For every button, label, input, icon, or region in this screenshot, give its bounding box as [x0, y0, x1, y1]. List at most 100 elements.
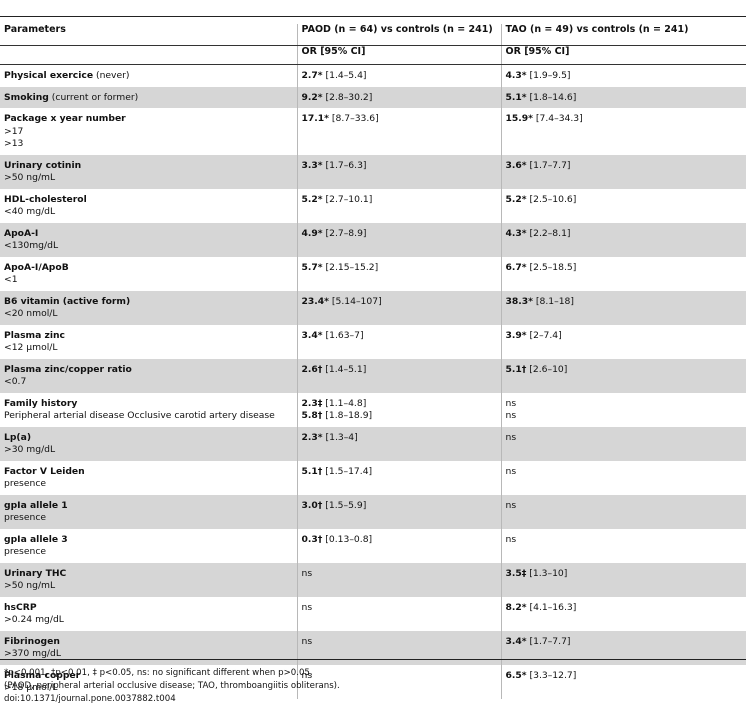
parameter-name: Smoking [4, 91, 49, 103]
paod-cell: 23.4* [5.14–107] [296, 290, 501, 325]
tao-or: 6.5* [505, 669, 527, 681]
table-row: Urinary cotinin >50 ng/mL 3.3* [1.7–6.3] … [0, 154, 746, 189]
parameter-cell: Package x year number >17 >13 [0, 108, 297, 155]
tao-or: ns [505, 499, 517, 511]
parameter-cell: Plasma zinc <12 µmol/L [0, 325, 297, 359]
bottom-rule [0, 659, 746, 660]
paod-cell: ns [296, 630, 501, 665]
tao-ci: [2.5–18.5] [526, 261, 577, 273]
paod-or: 5.2* [301, 193, 323, 205]
parameter-name: Urinary cotinin [4, 159, 82, 171]
table-row: Lp(a) >30 mg/dL 2.3* [1.3–4] ns [0, 426, 746, 461]
paod-or-2: 5.8† [301, 410, 323, 421]
tao-or: 3.9* [505, 329, 527, 341]
table-row: gpIa allele 3 presence 0.3† [0.13–0.8] ns [0, 528, 746, 563]
table-row: Plasma zinc <12 µmol/L 3.4* [1.63–7] 3.9*… [0, 324, 746, 359]
paod-ci: [1.4–5.4] [322, 70, 367, 81]
paod-ci: [1.5–5.9] [322, 499, 367, 511]
paod-cell: 17.1* [8.7–33.6] [296, 108, 501, 155]
tao-ci: [1.7–7.7] [526, 635, 571, 647]
parameter-threshold: <20 nmol/L [4, 308, 58, 319]
parameter-name: gpIa allele 3 [4, 533, 68, 545]
table-row: B6 vitamin (active form) <20 nmol/L 23.4*… [0, 290, 746, 325]
paod-or: 3.3* [301, 159, 323, 171]
parameter-threshold: >370 mg/dL [4, 648, 61, 659]
paod-or: 5.7* [301, 261, 323, 273]
parameter-cell: Urinary cotinin >50 ng/mL [0, 154, 297, 189]
tao-ci: [1.8–14.6] [526, 91, 577, 103]
table-row: Physical exercice (never) 2.7* [1.4–5.4]… [0, 64, 746, 87]
table-row: Package x year number >17 >13 17.1* [8.7–3… [0, 108, 746, 155]
parameter-name: hsCRP [4, 601, 37, 613]
tao-or: ns [505, 465, 517, 477]
parameter-cell: Factor V Leiden presence [0, 461, 297, 495]
parameters-header: Parameters [0, 24, 297, 46]
parameter-threshold: >17 [4, 125, 24, 137]
paod-ci: [2.15–15.2] [322, 261, 379, 273]
odds-ratio-table: Parameters PAOD (n = 64) vs controls (n … [0, 24, 746, 699]
paod-or: 17.1* [301, 113, 329, 124]
tao-ci: [7.4–34.3] [532, 113, 583, 124]
subheader-row: OR [95% CI] OR [95% CI] [0, 45, 746, 65]
parameter-cell: Plasma zinc/copper ratio <0.7 [0, 358, 297, 393]
parameter-threshold: <12 µmol/L [4, 342, 58, 353]
tao-cell: ns [500, 494, 746, 529]
parameter-threshold: presence [4, 512, 47, 523]
parameter-cell: Fibrinogen >370 mg/dL [0, 630, 297, 665]
parameter-name: Fibrinogen [4, 635, 60, 647]
table-row: Family history Peripheral arterial diseas… [0, 392, 746, 427]
paod-or: 2.6† [301, 363, 323, 375]
paod-or: ns [301, 669, 313, 681]
parameter-cell: B6 vitamin (active form) <20 nmol/L [0, 290, 297, 325]
tao-ci: [2.5–10.6] [526, 193, 577, 205]
footnote-doi: doi:10.1371/journal.pone.0037882.t004 [4, 694, 176, 704]
paod-ci: [0.13–0.8] [322, 533, 373, 545]
table-row: hsCRP >0.24 mg/dL ns 8.2* [4.1–16.3] [0, 596, 746, 631]
footnote-abbreviations: (PAOD, peripheral arterial occlusive dis… [4, 681, 340, 691]
tao-cell: 6.5* [3.3–12.7] [500, 664, 746, 699]
paod-cell: 2.7* [1.4–5.4] [296, 64, 501, 87]
table-row: gpIa allele 1 presence 3.0† [1.5–5.9] ns [0, 494, 746, 529]
tao-or: 38.3* [505, 295, 533, 307]
paod-or: 4.9* [301, 227, 323, 239]
tao-ci: [1.9–9.5] [526, 70, 571, 81]
parameter-threshold: <0.7 [4, 376, 27, 387]
parameter-name: Physical exercice [4, 70, 94, 81]
parameter-note: (current or former) [48, 91, 139, 103]
paod-ci: [2.7–10.1] [322, 193, 373, 205]
paod-ci: [2.8–30.2] [322, 91, 373, 103]
tao-or: ns [505, 533, 517, 545]
parameter-cell: Smoking (current or former) [0, 86, 297, 108]
paod-cell: 4.9* [2.7–8.9] [296, 222, 501, 257]
paod-or: 23.4* [301, 295, 329, 307]
parameter-cell: Family history Peripheral arterial diseas… [0, 393, 297, 427]
paod-cell: 3.3* [1.7–6.3] [296, 154, 501, 189]
tao-ci: [2.2–8.1] [526, 227, 571, 239]
table-row: ApoA-I <130mg/dL 4.9* [2.7–8.9] 4.3* [2.2… [0, 222, 746, 257]
tao-or: 4.3* [505, 227, 527, 239]
paod-cell: 2.6† [1.4–5.1] [296, 358, 501, 393]
tao-cell: 15.9* [7.4–34.3] [500, 108, 746, 155]
table-row: Factor V Leiden presence 5.1† [1.5–17.4] … [0, 460, 746, 495]
parameter-threshold-2: >13 [4, 138, 24, 149]
parameter-name: Family history [4, 397, 78, 409]
subheader-empty [0, 45, 297, 65]
tao-cell: 5.1† [2.6–10] [500, 358, 746, 393]
parameter-cell: Urinary THC >50 ng/mL [0, 562, 297, 597]
parameter-threshold: >50 ng/mL [4, 172, 56, 183]
tao-cell: 3.9* [2–7.4] [500, 324, 746, 359]
tao-cell: 8.2* [4.1–16.3] [500, 596, 746, 631]
tao-ci: [1.3–10] [526, 567, 568, 579]
tao-ci: [3.3–12.7] [526, 669, 577, 681]
paod-ci: [1.7–6.3] [322, 159, 367, 171]
paod-or: 0.3† [301, 533, 323, 545]
parameter-name: Plasma zinc/copper ratio [4, 363, 132, 375]
tao-or-ci-header: OR [95% CI] [500, 45, 746, 65]
paod-cell: 2.3* [1.3–4] [296, 426, 501, 461]
tao-ci: [4.1–16.3] [526, 601, 577, 613]
parameter-cell: Plasma copper >18 µmol/L [0, 665, 297, 699]
paod-header: PAOD (n = 64) vs controls (n = 241) [296, 24, 501, 46]
paod-cell: 5.1† [1.5–17.4] [296, 460, 501, 495]
table-row: HDL-cholesterol <40 mg/dL 5.2* [2.7–10.1]… [0, 188, 746, 223]
paod-or: 3.0† [301, 499, 323, 511]
